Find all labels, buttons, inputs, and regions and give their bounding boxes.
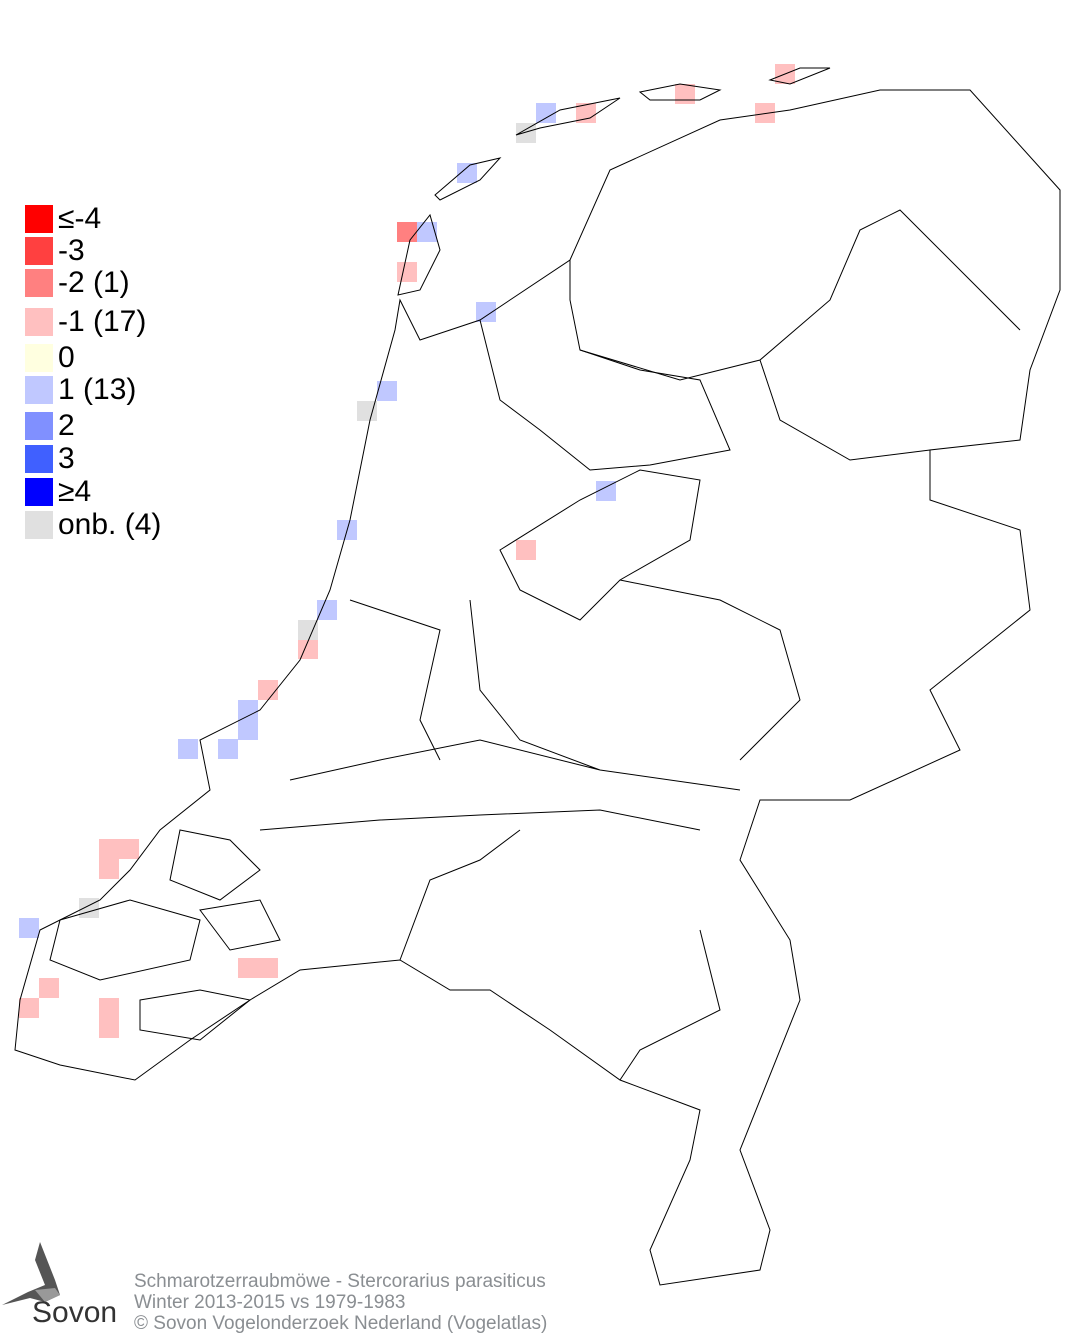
atlas-cell — [119, 839, 139, 859]
atlas-cell — [576, 103, 596, 123]
legend-swatch — [25, 412, 53, 440]
legend-item: -1 (17) — [25, 305, 147, 338]
atlas-cell — [357, 401, 377, 421]
legend-item: 3 — [25, 442, 75, 475]
atlas-cell — [457, 163, 477, 183]
legend-swatch — [25, 237, 53, 265]
legend-item: 1 (13) — [25, 373, 137, 406]
atlas-cell — [755, 103, 775, 123]
legend-swatch — [25, 269, 53, 297]
legend-label: -1 (17) — [58, 305, 147, 338]
copyright: © Sovon Vogelonderzoek Nederland (Vogela… — [134, 1313, 548, 1334]
atlas-cell — [238, 700, 258, 720]
atlas-cell — [19, 998, 39, 1018]
legend-label: 1 (13) — [58, 373, 137, 406]
legend-label: 2 — [58, 409, 75, 442]
atlas-cell — [377, 381, 397, 401]
atlas-cell — [298, 620, 318, 640]
atlas-cell — [178, 739, 198, 759]
legend-swatch — [25, 344, 53, 372]
atlas-cell — [238, 720, 258, 740]
atlas-cells — [19, 64, 795, 1038]
atlas-cell — [79, 898, 99, 918]
atlas-cell — [476, 302, 496, 322]
atlas-cell — [397, 262, 417, 282]
legend-label: ≤-4 — [58, 202, 102, 235]
atlas-cell — [417, 222, 437, 242]
legend-item: -2 (1) — [25, 266, 130, 299]
legend-item: onb. (4) — [25, 508, 162, 541]
sovon-swallow-logo — [2, 1242, 60, 1305]
legend-swatch — [25, 308, 53, 336]
legend-item: ≤-4 — [25, 202, 102, 235]
legend-item: -3 — [25, 234, 85, 267]
legend-label: ≥4 — [58, 475, 92, 508]
period: Winter 2013-2015 vs 1979-1983 — [134, 1292, 406, 1313]
legend-item: 2 — [25, 409, 75, 442]
legend-label: -2 (1) — [58, 266, 130, 299]
legend-item: ≥4 — [25, 475, 92, 508]
map-caption: Schmarotzerraubmöwe - Stercorarius paras… — [134, 1271, 547, 1334]
atlas-cell — [397, 222, 417, 242]
flevoland — [499, 469, 701, 621]
legend-label: 3 — [58, 442, 75, 475]
atlas-cell — [99, 1018, 119, 1038]
rivers — [259, 599, 741, 831]
legend-swatch — [25, 205, 53, 233]
atlas-cell — [516, 540, 536, 560]
atlas-cell — [258, 680, 278, 700]
legend-label: onb. (4) — [58, 508, 162, 541]
atlas-cell — [596, 481, 616, 501]
logo-text: Sovon — [32, 1296, 118, 1329]
legend-swatch — [25, 511, 53, 539]
atlas-cell — [675, 84, 695, 104]
atlas-cell — [536, 103, 556, 123]
province-borders — [349, 209, 1021, 1081]
atlas-cell — [99, 859, 119, 879]
legend-item: 0 — [25, 341, 75, 374]
atlas-cell — [39, 978, 59, 998]
atlas-cell — [218, 739, 238, 759]
wadden-islands — [397, 67, 831, 296]
legend-swatch — [25, 478, 53, 506]
country-outline — [14, 89, 1061, 1286]
atlas-cell — [99, 839, 119, 859]
zeeland-islands — [49, 829, 281, 1041]
legend-swatch — [25, 376, 53, 404]
legend-label: 0 — [58, 341, 75, 374]
legend-label: -3 — [58, 234, 85, 267]
atlas-cell — [99, 998, 119, 1018]
species-name: Schmarotzerraubmöwe - Stercorarius paras… — [134, 1271, 546, 1292]
atlas-cell — [258, 958, 278, 978]
ijsselmeer-shore — [479, 260, 731, 471]
atlas-cell — [238, 958, 258, 978]
atlas-cell — [317, 600, 337, 620]
atlas-cell — [19, 918, 39, 938]
legend-swatch — [25, 445, 53, 473]
atlas-cell — [516, 123, 536, 143]
